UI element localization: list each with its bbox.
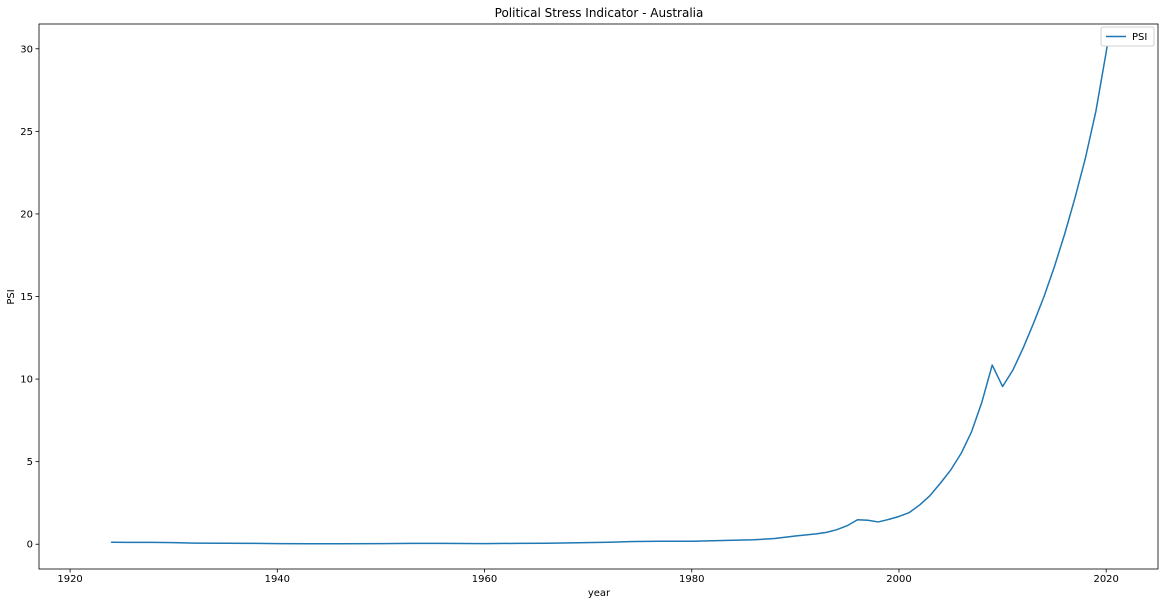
legend: PSI [1100, 26, 1155, 47]
x-tick-label: 2020 [1093, 574, 1118, 585]
axes: 1920 1940 1960 1980 2000 2020 0 5 10 15 20 25 30 [20, 23, 1159, 585]
x-tick-label: 1980 [679, 574, 704, 585]
y-tick-label: 30 [20, 44, 33, 55]
series-line-psi [110, 31, 1111, 545]
plot-frame [38, 23, 1159, 570]
y-tick-label: 15 [20, 292, 33, 303]
x-tick-label: 1920 [57, 574, 82, 585]
x-tick-label: 1940 [265, 574, 290, 585]
legend-series-label: PSI [1132, 32, 1147, 43]
legend-box [1100, 26, 1155, 47]
plot-area [110, 31, 1111, 545]
y-tick-label: 0 [27, 540, 33, 551]
y-axis-label: PSI [6, 289, 17, 304]
x-axis-label: year [588, 588, 611, 599]
x-tick-label: 1960 [472, 574, 497, 585]
y-tick-label: 5 [27, 457, 33, 468]
x-tick-label: 2000 [886, 574, 911, 585]
y-tick-label: 25 [20, 127, 33, 138]
chart-title: Political Stress Indicator - Australia [495, 6, 704, 20]
y-tick-label: 10 [20, 375, 33, 386]
y-tick-label: 20 [20, 209, 33, 220]
